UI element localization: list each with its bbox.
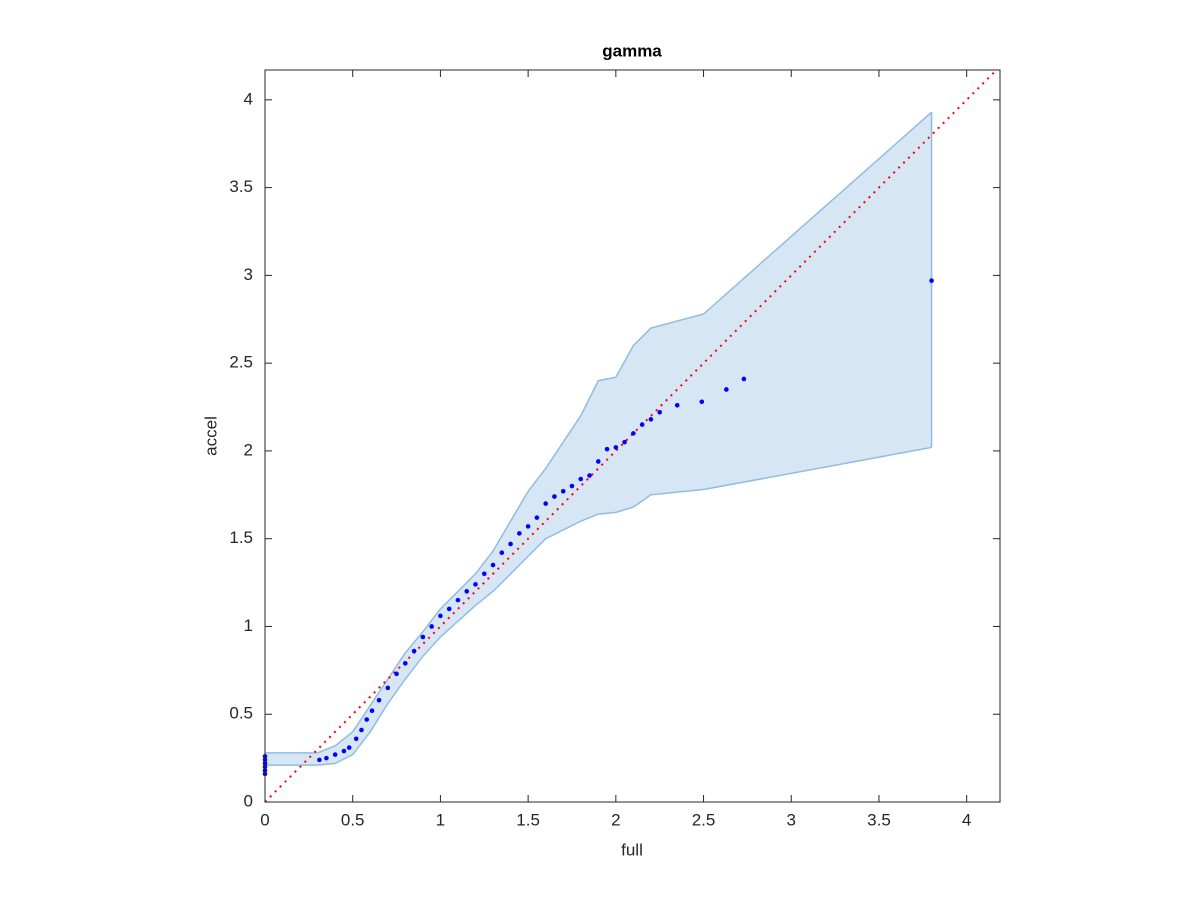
data-point: [699, 399, 705, 405]
data-point: [446, 606, 452, 612]
y-axis-label: accel: [201, 416, 220, 456]
band-lower-edge: [265, 446, 932, 766]
data-point: [324, 755, 329, 761]
y-tick-label: 4: [244, 89, 253, 108]
data-point: [604, 446, 610, 452]
data-point: [587, 473, 592, 478]
y-tick-label: 0: [244, 791, 253, 810]
data-point: [525, 524, 531, 529]
y-tick-label: 2: [244, 440, 253, 459]
band-upper-edge: [265, 111, 933, 754]
x-tick-label: 4: [962, 810, 971, 829]
data-point: [674, 402, 680, 408]
data-point: [543, 501, 548, 506]
data-point: [346, 745, 352, 750]
data-point: [724, 387, 729, 392]
data-point: [929, 278, 934, 283]
data-point: [613, 445, 619, 450]
data-point: [481, 571, 487, 577]
confidence-band: [265, 112, 932, 766]
data-point: [569, 483, 575, 489]
chart-title: gamma: [602, 41, 662, 60]
data-point: [741, 376, 747, 382]
data-point: [657, 410, 662, 415]
y-tick-label: 1: [244, 616, 253, 635]
x-tick-label: 2.5: [692, 810, 716, 829]
data-point: [385, 685, 391, 691]
data-point: [490, 562, 496, 568]
data-point: [353, 736, 359, 742]
data-point: [420, 634, 426, 640]
y-tick-label: 0.5: [229, 704, 253, 723]
data-point: [369, 708, 375, 714]
data-point: [552, 494, 557, 499]
axis-box: [264, 69, 1001, 803]
data-point: [364, 717, 370, 722]
data-point: [341, 748, 347, 754]
data-point: [464, 589, 470, 594]
data-point: [517, 531, 522, 536]
data-point: [455, 597, 461, 603]
x-tick-label: 1.5: [516, 810, 540, 829]
y-tick-label: 3.5: [229, 177, 253, 196]
data-point: [499, 550, 505, 556]
data-point: [631, 431, 636, 436]
data-point: [394, 671, 399, 677]
data-point: [622, 439, 627, 445]
x-tick-label: 3: [787, 810, 796, 829]
data-point: [578, 476, 584, 482]
data-point: [429, 624, 434, 629]
data-point: [403, 661, 408, 666]
data-point: [359, 727, 364, 733]
y-tick-label: 1.5: [229, 528, 253, 547]
reference-line: [264, 69, 998, 803]
x-tick-label: 1: [436, 810, 445, 829]
data-point: [508, 541, 513, 547]
x-tick-label: 2: [611, 810, 620, 829]
data-point: [438, 613, 443, 619]
data-point: [332, 752, 338, 757]
data-point: [411, 648, 417, 654]
data-point: [648, 417, 654, 422]
data-point: [595, 459, 601, 464]
x-tick-label: 3.5: [867, 810, 891, 829]
x-axis-label: full: [621, 840, 643, 859]
y-tick-label: 2.5: [229, 353, 253, 372]
data-point: [473, 582, 478, 587]
data-point: [560, 488, 566, 494]
data-point: [317, 757, 322, 763]
data-point: [376, 697, 382, 703]
x-tick-label: 0: [260, 810, 269, 829]
data-point: [534, 515, 540, 520]
data-point: [639, 422, 645, 427]
x-tick-label: 0.5: [341, 810, 365, 829]
y-tick-label: 3: [244, 265, 253, 284]
